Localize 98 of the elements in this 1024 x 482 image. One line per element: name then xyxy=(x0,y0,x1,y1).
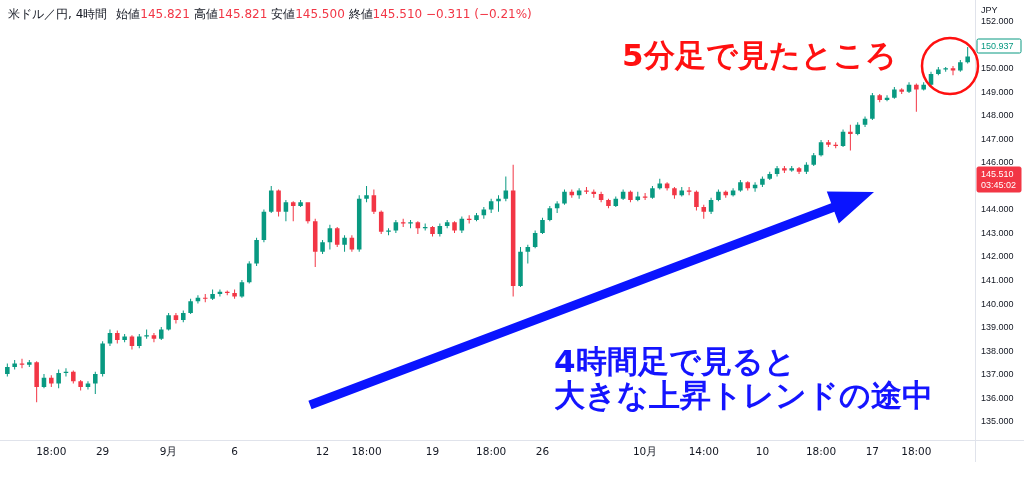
y-tick-label: 150.000 xyxy=(981,63,1014,74)
candlestick xyxy=(767,171,773,180)
candlestick xyxy=(408,220,413,229)
candlestick xyxy=(965,47,970,64)
y-tick-label: 143.000 xyxy=(981,227,1014,238)
candlestick xyxy=(562,189,567,205)
candlestick xyxy=(892,87,897,99)
candlestick xyxy=(78,380,83,391)
y-tick-label: 137.000 xyxy=(981,369,1014,380)
x-tick-label: 19 xyxy=(425,445,440,457)
text: 米ドル／円, 4時間 xyxy=(8,7,108,21)
x-tick-label: 10月 xyxy=(632,445,658,457)
candlestick xyxy=(137,334,142,349)
x-tick-label: 18:00 xyxy=(805,445,837,457)
candlestick xyxy=(958,60,963,72)
x-tick-label: 12 xyxy=(315,445,330,457)
candlestick xyxy=(34,361,39,403)
candlestick xyxy=(452,221,457,233)
x-tick-label: 18:00 xyxy=(36,445,67,457)
candlestick xyxy=(738,180,743,192)
candlestick xyxy=(474,212,479,222)
candlestick xyxy=(701,204,707,219)
text: 03:45:02 xyxy=(981,180,1017,190)
candlestick xyxy=(342,235,347,252)
candlestick xyxy=(672,187,677,199)
y-tick-label: 146.000 xyxy=(981,157,1014,168)
candlestick xyxy=(745,181,751,191)
x-tick-label: 10 xyxy=(755,445,770,457)
x-tick-label: 18:00 xyxy=(901,445,932,457)
candlestick xyxy=(606,198,611,209)
candlestick xyxy=(760,176,765,188)
candlestick xyxy=(943,67,948,72)
candlestick xyxy=(804,162,809,175)
candlestick xyxy=(188,298,193,315)
candlestick xyxy=(642,192,648,200)
candlestick xyxy=(320,240,325,255)
candlestick xyxy=(364,185,369,203)
candlestick xyxy=(56,369,61,389)
candlestick xyxy=(789,165,794,172)
y-tick-label: 135.000 xyxy=(981,416,1014,427)
candlestick xyxy=(870,92,875,120)
x-tick-label: 26 xyxy=(535,445,550,457)
y-tick-label: 138.000 xyxy=(981,345,1014,356)
candlestick xyxy=(144,329,149,339)
x-tick-label: 18:00 xyxy=(351,445,382,457)
x-tick-label: 9月 xyxy=(159,445,178,457)
candlestick xyxy=(950,65,956,76)
candlestick xyxy=(877,94,882,103)
candlestick xyxy=(782,165,787,173)
y-tick-label: 136.000 xyxy=(981,392,1014,403)
candlestick xyxy=(159,327,164,340)
candlestick xyxy=(833,142,838,149)
candlestick xyxy=(290,201,296,222)
y-axis-title: JPY xyxy=(981,5,998,15)
text: 145.510 xyxy=(981,169,1014,179)
x-tick-label: 17 xyxy=(865,445,880,457)
y-tick-label: 147.000 xyxy=(981,133,1014,144)
candlestick xyxy=(496,195,501,212)
candlestick xyxy=(584,187,589,195)
y-tick-label: 141.000 xyxy=(981,275,1014,285)
y-tick-label: 152.000 xyxy=(981,16,1014,27)
candlestick xyxy=(276,189,281,217)
candlestick xyxy=(811,152,816,166)
candlestick xyxy=(115,330,120,344)
annotation: 大きな上昇トレンドの途中 xyxy=(554,377,933,413)
y-tick-label: 142.000 xyxy=(981,251,1014,262)
x-tick-label: 29 xyxy=(95,445,110,457)
x-tick-label: 6 xyxy=(231,445,239,457)
candlestick xyxy=(27,360,32,368)
candlestick xyxy=(254,237,259,266)
candlestick xyxy=(518,247,523,288)
annotation: 4時間足で見ると xyxy=(554,343,796,379)
candlestick xyxy=(650,185,655,199)
candlestick xyxy=(540,217,545,235)
text: 始値145.821 高値145.821 安値145.500 終値145.510 −0.311 (−0.21%) xyxy=(116,7,532,21)
y-tick-label: 148.000 xyxy=(981,110,1014,121)
y-tick-label: 149.000 xyxy=(981,86,1014,97)
annotation: 5分足で見たところ xyxy=(622,37,897,73)
y-tick-label: 140.000 xyxy=(981,298,1014,309)
candlestick xyxy=(210,289,215,300)
candlestick xyxy=(166,312,171,331)
candlestick xyxy=(936,67,941,76)
y-tick-label: 144.000 xyxy=(981,204,1014,215)
candlestick xyxy=(93,371,98,395)
candlestick xyxy=(848,124,853,151)
candlestick xyxy=(400,218,406,228)
candlestick xyxy=(826,140,831,148)
candlestick xyxy=(899,88,904,95)
candlestick xyxy=(386,228,391,236)
y-tick-label: 139.000 xyxy=(981,322,1014,333)
candlestick xyxy=(49,375,54,388)
candlestick xyxy=(268,185,274,213)
candlestick xyxy=(298,200,303,208)
x-tick-label: 18:00 xyxy=(476,445,507,457)
text: 150.937 xyxy=(981,41,1014,51)
candlestick xyxy=(716,189,721,202)
candlestick xyxy=(122,334,127,343)
x-tick-label: 14:00 xyxy=(688,445,719,457)
